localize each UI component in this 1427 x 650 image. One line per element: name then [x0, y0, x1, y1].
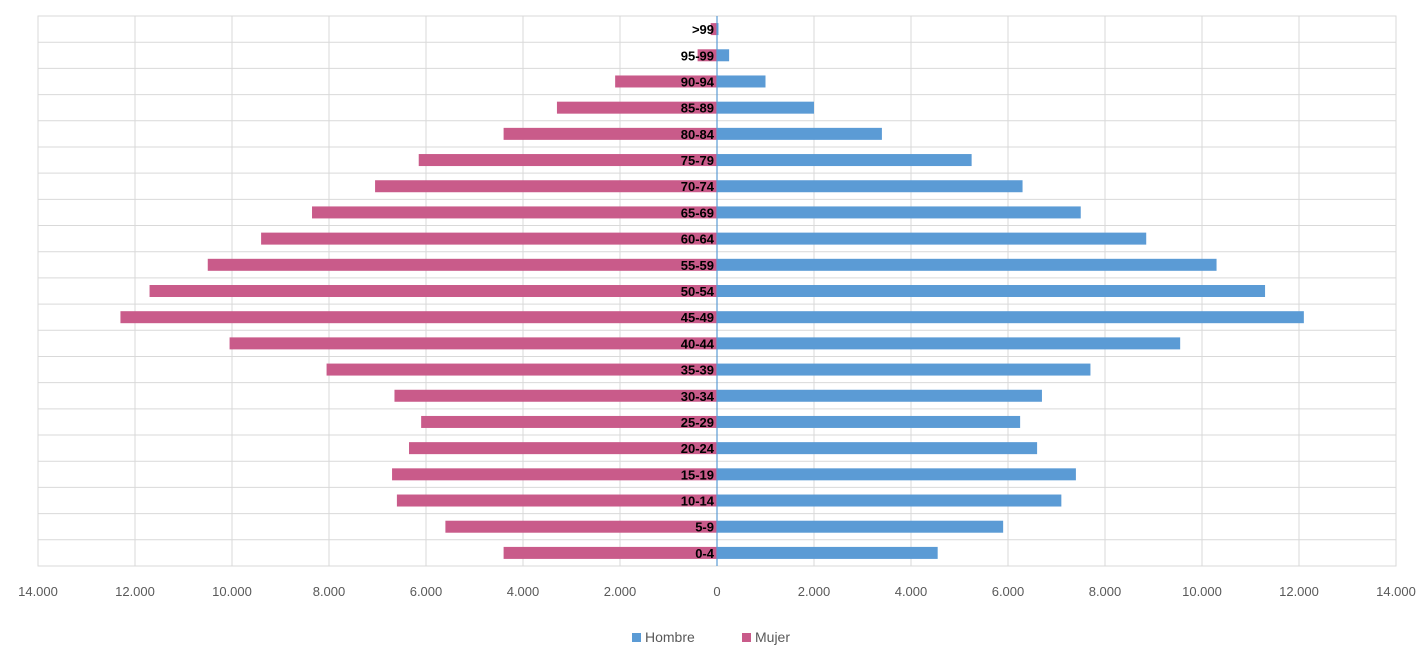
bar-hombre: [717, 546, 938, 559]
bar-mujer: [394, 389, 717, 402]
bar-hombre: [717, 127, 882, 140]
x-tick-label: 2.000: [604, 584, 637, 599]
age-group-label: 35-39: [681, 363, 714, 378]
age-group-label: 0-4: [695, 546, 715, 561]
bar-mujer: [392, 468, 717, 481]
age-group-label: 85-89: [681, 101, 714, 116]
bar-mujer: [149, 285, 718, 297]
bar-hombre: [717, 154, 972, 167]
bar-mujer: [229, 337, 717, 350]
bar-hombre: [717, 180, 1023, 193]
bar-hombre: [717, 468, 1076, 481]
bar-hombre: [717, 389, 1042, 402]
x-tick-label: 4.000: [507, 584, 540, 599]
age-group-label: 95-99: [681, 48, 714, 63]
age-group-label: 20-24: [681, 441, 715, 456]
bar-mujer: [207, 258, 717, 271]
x-tick-label: 12.000: [115, 584, 155, 599]
bar-mujer: [396, 494, 717, 507]
legend-label: Hombre: [645, 629, 695, 645]
age-group-label: 75-79: [681, 153, 714, 168]
bar-hombre: [717, 311, 1304, 324]
bar-hombre: [717, 363, 1091, 376]
bar-mujer: [503, 127, 717, 140]
bar-mujer: [615, 75, 717, 88]
age-group-label: 15-19: [681, 467, 714, 482]
bar-hombre: [717, 285, 1266, 297]
x-tick-label: 12.000: [1279, 584, 1319, 599]
x-tick-label: 0: [713, 584, 720, 599]
bar-hombre: [717, 415, 1021, 428]
bar-hombre: [717, 337, 1181, 350]
age-group-label: 65-69: [681, 205, 714, 220]
age-group-label: 60-64: [681, 232, 715, 247]
bar-hombre: [717, 258, 1217, 271]
bar-mujer: [445, 520, 717, 533]
bar-mujer: [261, 232, 717, 245]
bar-hombre: [717, 75, 766, 88]
age-group-label: 25-29: [681, 415, 714, 430]
bar-mujer: [312, 206, 717, 219]
bar-hombre: [717, 520, 1004, 533]
x-tick-label: 14.000: [1376, 584, 1416, 599]
age-group-label: 10-14: [681, 494, 715, 509]
legend-swatch: [742, 633, 751, 642]
bar-mujer: [556, 101, 717, 114]
x-tick-label: 8.000: [1089, 584, 1122, 599]
bar-mujer: [503, 546, 717, 559]
x-tick-label: 14.000: [18, 584, 58, 599]
bar-hombre: [717, 206, 1081, 219]
bar-hombre: [717, 49, 730, 62]
bar-mujer: [120, 311, 717, 324]
x-tick-label: 10.000: [1182, 584, 1222, 599]
legend-swatch: [632, 633, 641, 642]
bar-mujer: [710, 23, 717, 36]
age-group-label: >99: [692, 22, 714, 37]
age-group-label: 80-84: [681, 127, 715, 142]
age-group-label: 55-59: [681, 258, 714, 273]
age-group-label: 70-74: [681, 179, 715, 194]
x-tick-label: 4.000: [895, 584, 928, 599]
bar-mujer: [409, 442, 717, 455]
bar-mujer: [421, 415, 717, 428]
legend-label: Mujer: [755, 629, 790, 645]
x-tick-label: 10.000: [212, 584, 252, 599]
x-tick-label: 6.000: [992, 584, 1025, 599]
x-tick-label: 8.000: [313, 584, 346, 599]
bar-mujer: [326, 363, 717, 376]
bar-hombre: [717, 232, 1147, 245]
age-group-label: 45-49: [681, 310, 714, 325]
bar-mujer: [375, 180, 717, 193]
bar-hombre: [717, 494, 1062, 507]
x-tick-label: 6.000: [410, 584, 443, 599]
bar-mujer: [418, 154, 717, 167]
age-group-label: 40-44: [681, 336, 715, 351]
bar-hombre: [717, 23, 719, 36]
age-group-label: 90-94: [681, 74, 715, 89]
age-group-label: 5-9: [695, 520, 714, 535]
bar-mujer: [697, 49, 717, 62]
age-group-label: 50-54: [681, 284, 715, 299]
bar-hombre: [717, 442, 1038, 455]
x-tick-label: 2.000: [798, 584, 831, 599]
bar-hombre: [717, 101, 814, 114]
age-group-label: 30-34: [681, 389, 715, 404]
